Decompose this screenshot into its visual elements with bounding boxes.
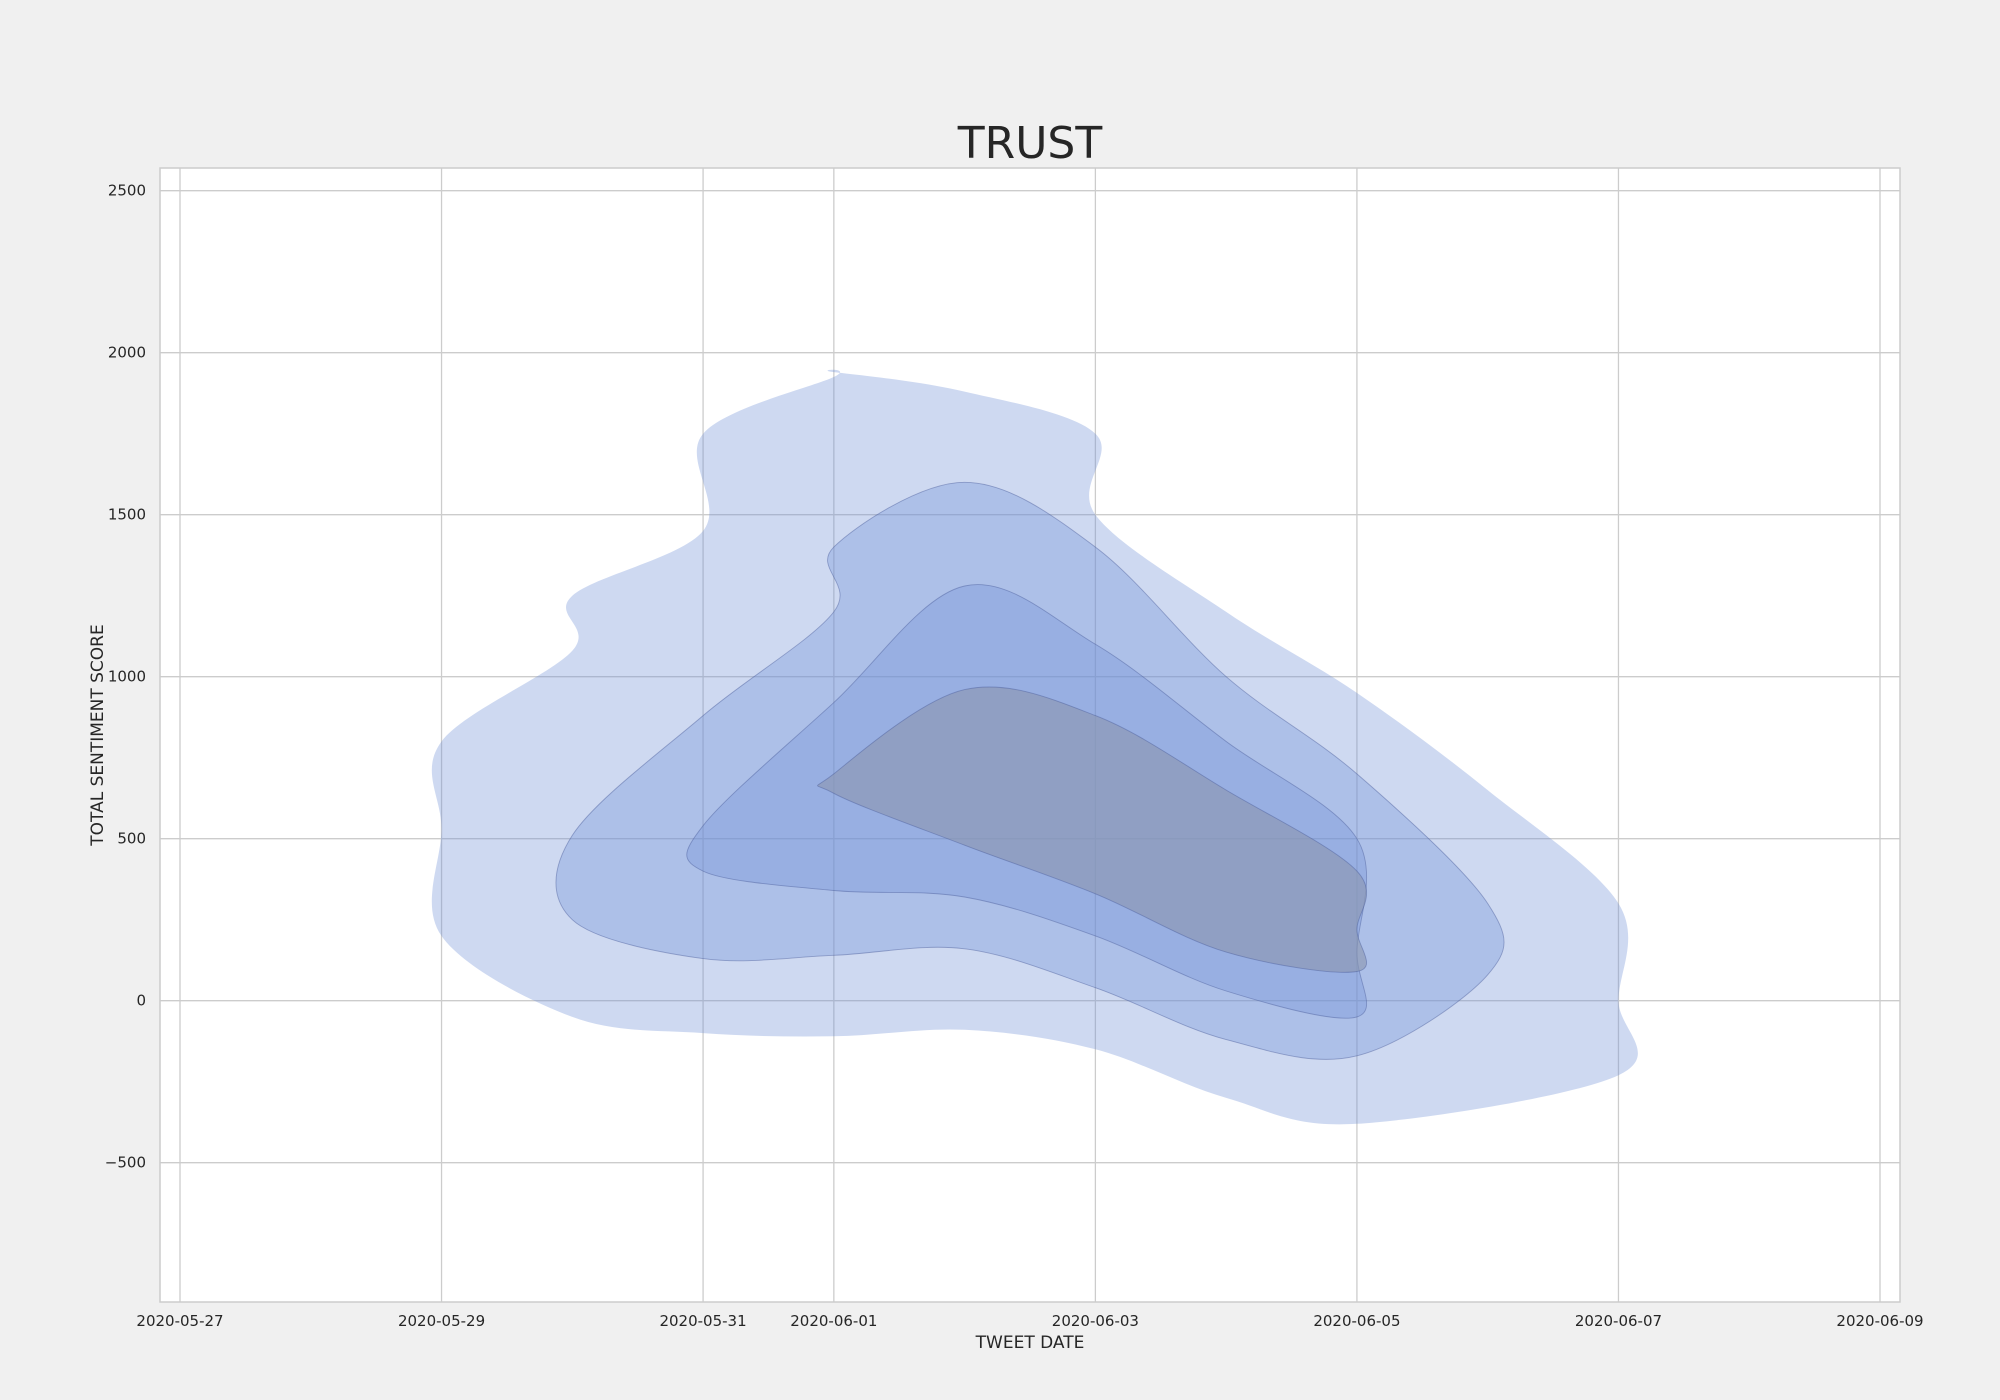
y-tick-label: 500 [117,830,146,848]
x-tick-label: 2020-06-05 [1313,1312,1400,1330]
x-tick-label: 2020-06-01 [790,1312,877,1330]
chart-title: TRUST [957,118,1103,169]
density-contours [431,369,1638,1125]
y-tick-label: 2000 [108,344,146,362]
x-tick-labels: 2020-05-27 2020-05-29 2020-05-31 2020-06-01… [136,1312,1923,1330]
x-tick-label: 2020-05-29 [398,1312,485,1330]
y-tick-label: 0 [136,992,146,1010]
x-tick-label: 2020-06-09 [1836,1312,1923,1330]
density-contour-level-4 [817,686,1368,973]
y-tick-labels: −500 0 500 1000 1500 2000 2500 [105,182,146,1172]
grid-lines [160,168,1900,1302]
x-tick-label: 2020-05-27 [136,1312,223,1330]
x-axis-label: TWEET DATE [975,1333,1085,1353]
y-axis-label: TOTAL SENTIMENT SCORE [88,624,108,847]
x-tick-label: 2020-05-31 [659,1312,746,1330]
y-tick-label: 1500 [108,506,146,524]
x-tick-label: 2020-06-03 [1052,1312,1139,1330]
y-tick-label: 2500 [108,182,146,200]
y-tick-label: 1000 [108,668,146,686]
y-tick-label: −500 [105,1154,146,1172]
x-tick-label: 2020-06-07 [1575,1312,1662,1330]
